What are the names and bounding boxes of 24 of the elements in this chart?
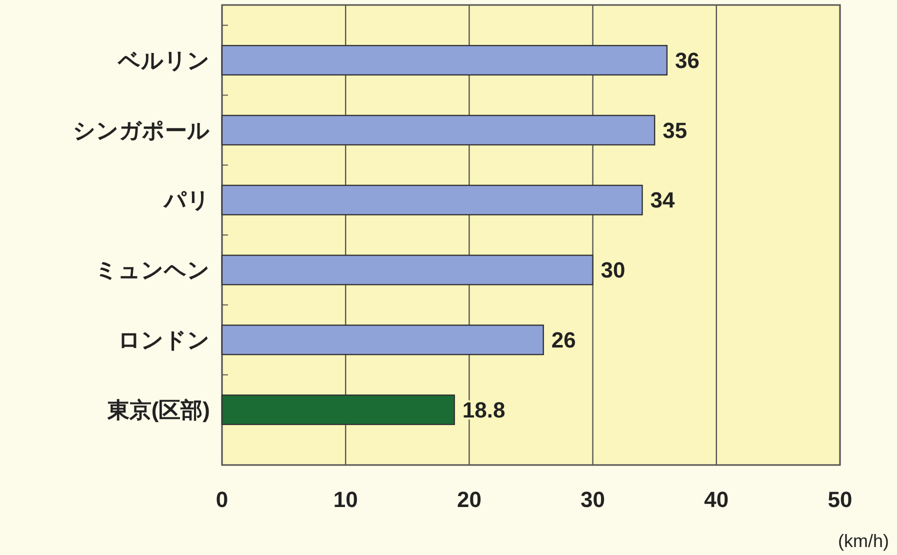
y-tick-label: ベルリン	[117, 48, 210, 73]
x-tick-label: 40	[704, 487, 729, 512]
bar	[221, 114, 656, 146]
data-label: 34	[650, 188, 676, 213]
x-tick-label: 20	[456, 487, 482, 512]
bar	[221, 254, 594, 286]
bar	[221, 184, 643, 216]
y-tick-label: パリ	[163, 188, 210, 213]
bar	[221, 44, 668, 76]
x-tick-label: 0	[216, 487, 228, 512]
data-label: 30	[600, 258, 626, 283]
bar	[221, 394, 455, 426]
data-label: 36	[674, 48, 700, 73]
data-label: 26	[551, 328, 576, 353]
y-tick-label: ロンドン	[118, 328, 210, 353]
y-tick-label: 東京(区部)	[106, 397, 210, 422]
x-tick-label: 10	[333, 487, 358, 512]
data-label: 35	[662, 118, 688, 143]
x-axis-title: (km/h)	[838, 531, 889, 551]
y-tick-label: ミュンヘン	[95, 258, 210, 283]
bar	[221, 324, 544, 356]
x-tick-label: 30	[580, 487, 606, 512]
y-tick-label: シンガポール	[73, 118, 210, 143]
x-tick-label: 50	[828, 487, 852, 512]
